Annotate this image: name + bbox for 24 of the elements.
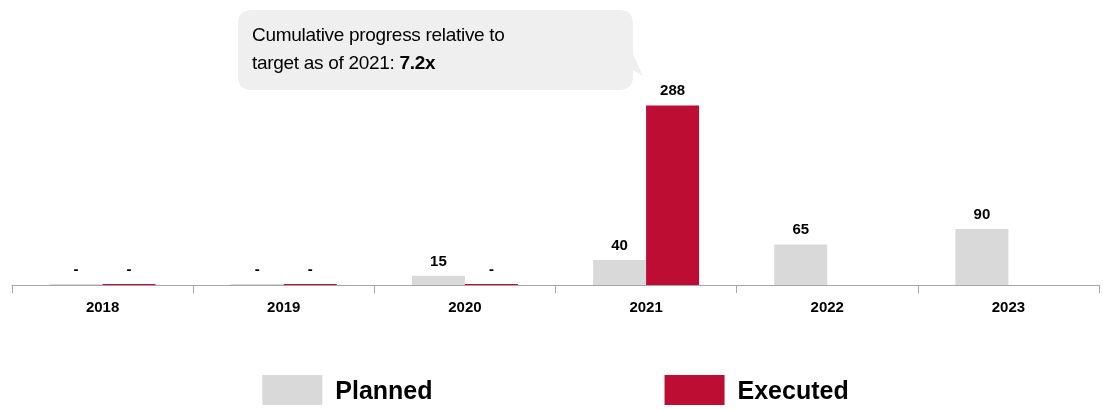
data-label: - xyxy=(488,260,494,277)
data-label: 65 xyxy=(792,220,810,238)
data-label: - xyxy=(73,260,79,277)
x-tick-label: 2018 xyxy=(85,298,120,315)
x-tick-label: 2022 xyxy=(810,298,844,315)
data-label: - xyxy=(307,260,313,277)
x-tick-label: 2021 xyxy=(629,298,663,315)
bar xyxy=(774,244,828,285)
legend-label: Planned xyxy=(335,376,433,404)
data-label: 288 xyxy=(660,81,686,99)
text: Cumulative progress relative to target as of 2021: 7.2x xyxy=(252,24,505,73)
bar xyxy=(955,228,1009,285)
data-label: - xyxy=(126,260,132,277)
data-label: 40 xyxy=(611,236,628,254)
x-tick-label: 2023 xyxy=(991,298,1026,315)
data-label: 90 xyxy=(973,204,991,222)
bar xyxy=(646,105,700,285)
x-tick-label: 2019 xyxy=(267,298,301,315)
data-label: 15 xyxy=(430,251,447,269)
data-label: - xyxy=(254,260,260,277)
bar xyxy=(593,260,647,285)
x-tick-label: 2020 xyxy=(448,298,482,315)
bar xyxy=(411,275,465,285)
legend-label: Executed xyxy=(737,376,849,404)
